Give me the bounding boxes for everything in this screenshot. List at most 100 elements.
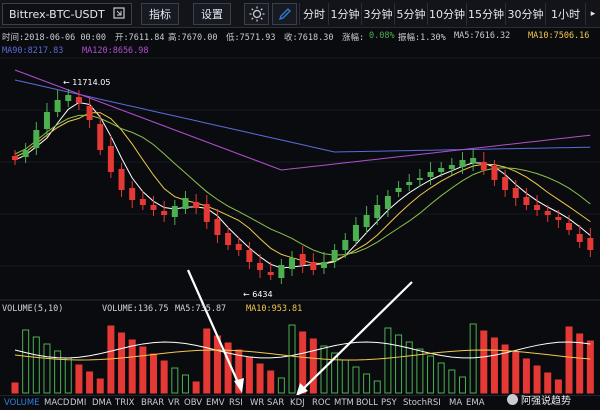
sun-icon: [249, 6, 264, 22]
tab-obv[interactable]: OBV: [184, 398, 203, 408]
candle-body: [459, 160, 466, 167]
tab-macd[interactable]: MACD: [44, 398, 70, 408]
candle-body: [54, 100, 61, 112]
tab-brar[interactable]: BRAR: [141, 398, 165, 408]
tab-dma[interactable]: DMA: [92, 398, 112, 408]
timeframe-tab[interactable]: 分时: [299, 3, 328, 25]
volume-bar: [86, 371, 94, 394]
volume-ma10-line: [14, 349, 591, 361]
tab-mtm[interactable]: MTM: [334, 398, 354, 408]
candle-body: [363, 215, 370, 227]
candle-body: [310, 262, 317, 270]
volume-bar: [522, 358, 530, 394]
candle-body: [448, 165, 455, 169]
amplitude-value: 振幅:1.30%: [398, 33, 446, 43]
tab-emv[interactable]: EMV: [206, 398, 225, 408]
tab-trix[interactable]: TRIX: [115, 398, 135, 408]
candle-body: [150, 205, 157, 210]
tab-kdj[interactable]: KDJ: [290, 398, 305, 408]
rsi-arrow: [186, 269, 244, 393]
tab-ma[interactable]: MA: [449, 398, 463, 408]
draw-tool-button[interactable]: [272, 3, 297, 25]
volume-bar: [150, 353, 158, 394]
tab-vr[interactable]: VR: [168, 398, 180, 408]
volume-bar: [309, 338, 317, 394]
timeframe-tab[interactable]: 1小时: [545, 3, 585, 25]
tab-rsi[interactable]: RSI: [229, 398, 243, 408]
volume-bar: [469, 323, 477, 394]
open-value: 开:7611.84: [115, 33, 165, 43]
candle-body: [86, 106, 93, 120]
volume-bar: [32, 336, 40, 394]
candle-body: [43, 112, 50, 129]
candle-body: [470, 158, 477, 163]
volume-bar: [448, 369, 456, 394]
volume-bar: [139, 346, 147, 394]
volume-bar: [267, 370, 275, 394]
candle-body: [129, 188, 136, 200]
volume-bar: [384, 327, 392, 394]
timeframe-label: 1小时: [551, 8, 580, 21]
ma90-line: [14, 79, 591, 153]
change-value: 0.08%: [369, 31, 395, 41]
timeframe-tab[interactable]: 5分钟: [394, 3, 427, 25]
expand-icon[interactable]: [110, 4, 128, 22]
tab-volume[interactable]: VOLUME: [4, 398, 40, 408]
tab-dmi[interactable]: DMI: [70, 398, 87, 408]
volume-value: VOLUME:136.75: [102, 304, 169, 314]
candle-body: [161, 211, 168, 215]
candle-body: [235, 244, 242, 250]
candle-body: [139, 199, 146, 205]
candle-body: [257, 263, 264, 270]
candle-body: [566, 223, 573, 230]
volume-bar: [512, 351, 520, 394]
candle-body: [289, 258, 296, 269]
volume-bar: [373, 380, 381, 394]
tab-ema[interactable]: EMA: [466, 398, 485, 408]
volume-title: VOLUME(5,10): [2, 304, 64, 314]
ma120-line: [14, 69, 591, 171]
timeframe-label: 5分钟: [396, 8, 426, 21]
tab-wr[interactable]: WR: [250, 398, 265, 408]
candle-body: [33, 130, 40, 148]
timeframe-tab[interactable]: 30分钟: [505, 3, 545, 25]
tab-roc[interactable]: ROC: [312, 398, 331, 408]
candle-body: [534, 205, 541, 210]
watermark: 阿强说趋势: [507, 392, 571, 407]
settings-button[interactable]: 设置: [193, 3, 231, 25]
candle-body: [331, 250, 338, 261]
candle-body: [587, 238, 594, 250]
volume-bar: [565, 326, 573, 394]
timeframe-tab[interactable]: 15分钟: [466, 3, 505, 25]
timeframe-label: 分时: [303, 8, 325, 21]
candle-body: [278, 265, 285, 278]
ma10-value: MA10:7506.16: [528, 31, 590, 41]
candle-body: [427, 172, 434, 177]
candle-body: [225, 233, 232, 245]
tab-psy[interactable]: PSY: [381, 398, 397, 408]
volume-bar: [405, 341, 413, 394]
tab-boll[interactable]: BOLL: [356, 398, 378, 408]
volume-bar: [544, 372, 552, 394]
timeframe-tab[interactable]: 10分钟: [427, 3, 466, 25]
timeframe-tab[interactable]: 3分钟: [361, 3, 394, 25]
volume-bar: [181, 374, 189, 394]
candlestick-chart[interactable]: ← 11714.05 ← 6434: [0, 0, 600, 395]
watermark-text: 阿强说趋势: [521, 396, 571, 407]
theme-toggle-button[interactable]: [244, 3, 269, 25]
timeframe-tab[interactable]: 1分钟: [328, 3, 361, 25]
volume-bar: [235, 349, 243, 394]
candle-body: [438, 168, 445, 172]
ma120-value: MA120:8656.98: [82, 46, 149, 56]
volume-ma5-line: [14, 341, 591, 359]
more-timeframes-button[interactable]: ▸: [585, 3, 600, 25]
candle-body: [299, 254, 306, 265]
volume-bar: [501, 344, 509, 394]
tab-sar[interactable]: SAR: [267, 398, 285, 408]
volume-bar: [245, 356, 253, 394]
tab-stochrsi[interactable]: StochRSI: [403, 398, 441, 408]
symbol-selector[interactable]: Bittrex-BTC-USDT: [2, 3, 132, 25]
volume-bar: [128, 339, 136, 394]
ma5-value: MA5:7616.32: [454, 31, 511, 41]
indicator-button[interactable]: 指标: [141, 3, 179, 25]
